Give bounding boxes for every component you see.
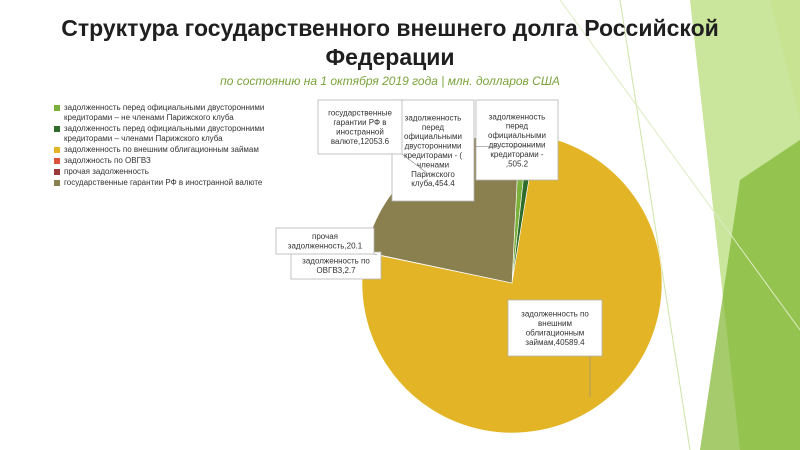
bg-green-shape-3 xyxy=(770,0,800,120)
legend-label: прочая задолженность xyxy=(64,167,149,176)
data-label: займам,40589.4 xyxy=(525,338,585,347)
bg-green-shape-2 xyxy=(700,140,800,450)
data-label: Парижского xyxy=(411,170,455,179)
data-label: официальными xyxy=(404,132,462,141)
legend-label: задолжность по ОВГВЗ xyxy=(64,156,151,165)
callout-leader-line xyxy=(373,253,378,255)
data-label: задолженность по xyxy=(521,310,589,319)
legend-label: задолженность перед официальными двустор… xyxy=(64,124,265,143)
callout-box xyxy=(290,251,382,280)
legend-item: задолженность перед официальными двустор… xyxy=(54,124,274,144)
data-label: ОВГВЗ,2.7 xyxy=(316,266,356,275)
data-label: клуба,454.4 xyxy=(411,179,455,188)
data-label: задолженность по xyxy=(302,257,370,266)
legend-item: задолжность по ОВГВЗ xyxy=(54,156,274,166)
data-label: задолженность xyxy=(489,112,546,121)
legend-swatch xyxy=(54,158,60,164)
legend-swatch xyxy=(54,180,60,186)
callout-box xyxy=(507,299,603,357)
data-label: кредиторами - ( xyxy=(404,151,462,160)
data-label: кредиторами - xyxy=(490,150,543,159)
legend-swatch xyxy=(54,105,60,111)
data-label: задолженность xyxy=(405,113,462,122)
callout-leader-line xyxy=(401,153,428,174)
slice-callout: задолженность повнешнимоблигационнымзайм… xyxy=(507,299,603,397)
data-label: внешним xyxy=(538,319,572,328)
callout-box xyxy=(475,99,559,181)
callout-box xyxy=(275,227,375,255)
slice-callout: задолженностьпередофициальнымидвусторонн… xyxy=(475,99,559,181)
bg-line-2 xyxy=(559,0,800,331)
legend-item: задолженность перед официальными двустор… xyxy=(54,103,274,123)
data-label: перед xyxy=(422,123,445,132)
callout-box xyxy=(317,99,403,155)
legend-item: прочая задолженность xyxy=(54,167,274,177)
callout-box xyxy=(391,99,475,202)
legend-swatch xyxy=(54,126,60,132)
data-label: прочая xyxy=(312,232,338,241)
slide-subtitle: по состоянию на 1 октября 2019 года | мл… xyxy=(220,74,560,88)
data-label: задолженность,20.1 xyxy=(288,242,363,251)
data-label: двусторонними xyxy=(489,141,546,150)
data-label: иностранной xyxy=(336,128,384,137)
legend-swatch xyxy=(54,169,60,175)
legend-item: государственные гарантии РФ в иностранно… xyxy=(54,178,274,188)
data-label: перед xyxy=(506,122,529,131)
legend-label: задолженность перед официальными двустор… xyxy=(64,103,265,122)
legend-label: задолженность по внешним облигационным з… xyxy=(64,145,259,154)
data-label: валюте,12053.6 xyxy=(331,137,390,146)
slice-callout: задолженностьпередофициальнымидвусторонн… xyxy=(391,99,531,202)
legend-swatch xyxy=(54,147,60,153)
slide-title: Структура государственного внешнего долг… xyxy=(61,15,719,70)
data-label: государственные xyxy=(328,109,392,118)
legend-label: государственные гарантии РФ в иностранно… xyxy=(64,178,263,187)
data-label: двусторонними xyxy=(405,142,462,151)
pie-slice xyxy=(361,134,663,434)
data-label: официальными xyxy=(488,131,546,140)
data-label: облигационным xyxy=(526,329,585,338)
data-label: ,505.2 xyxy=(506,159,529,168)
chart-legend: задолженность перед официальными двустор… xyxy=(54,103,274,189)
bg-line-1 xyxy=(619,0,691,450)
data-label: членами xyxy=(417,160,449,169)
data-label: гарантии РФ в xyxy=(333,118,386,127)
legend-item: задолженность по внешним облигационным з… xyxy=(54,145,274,155)
